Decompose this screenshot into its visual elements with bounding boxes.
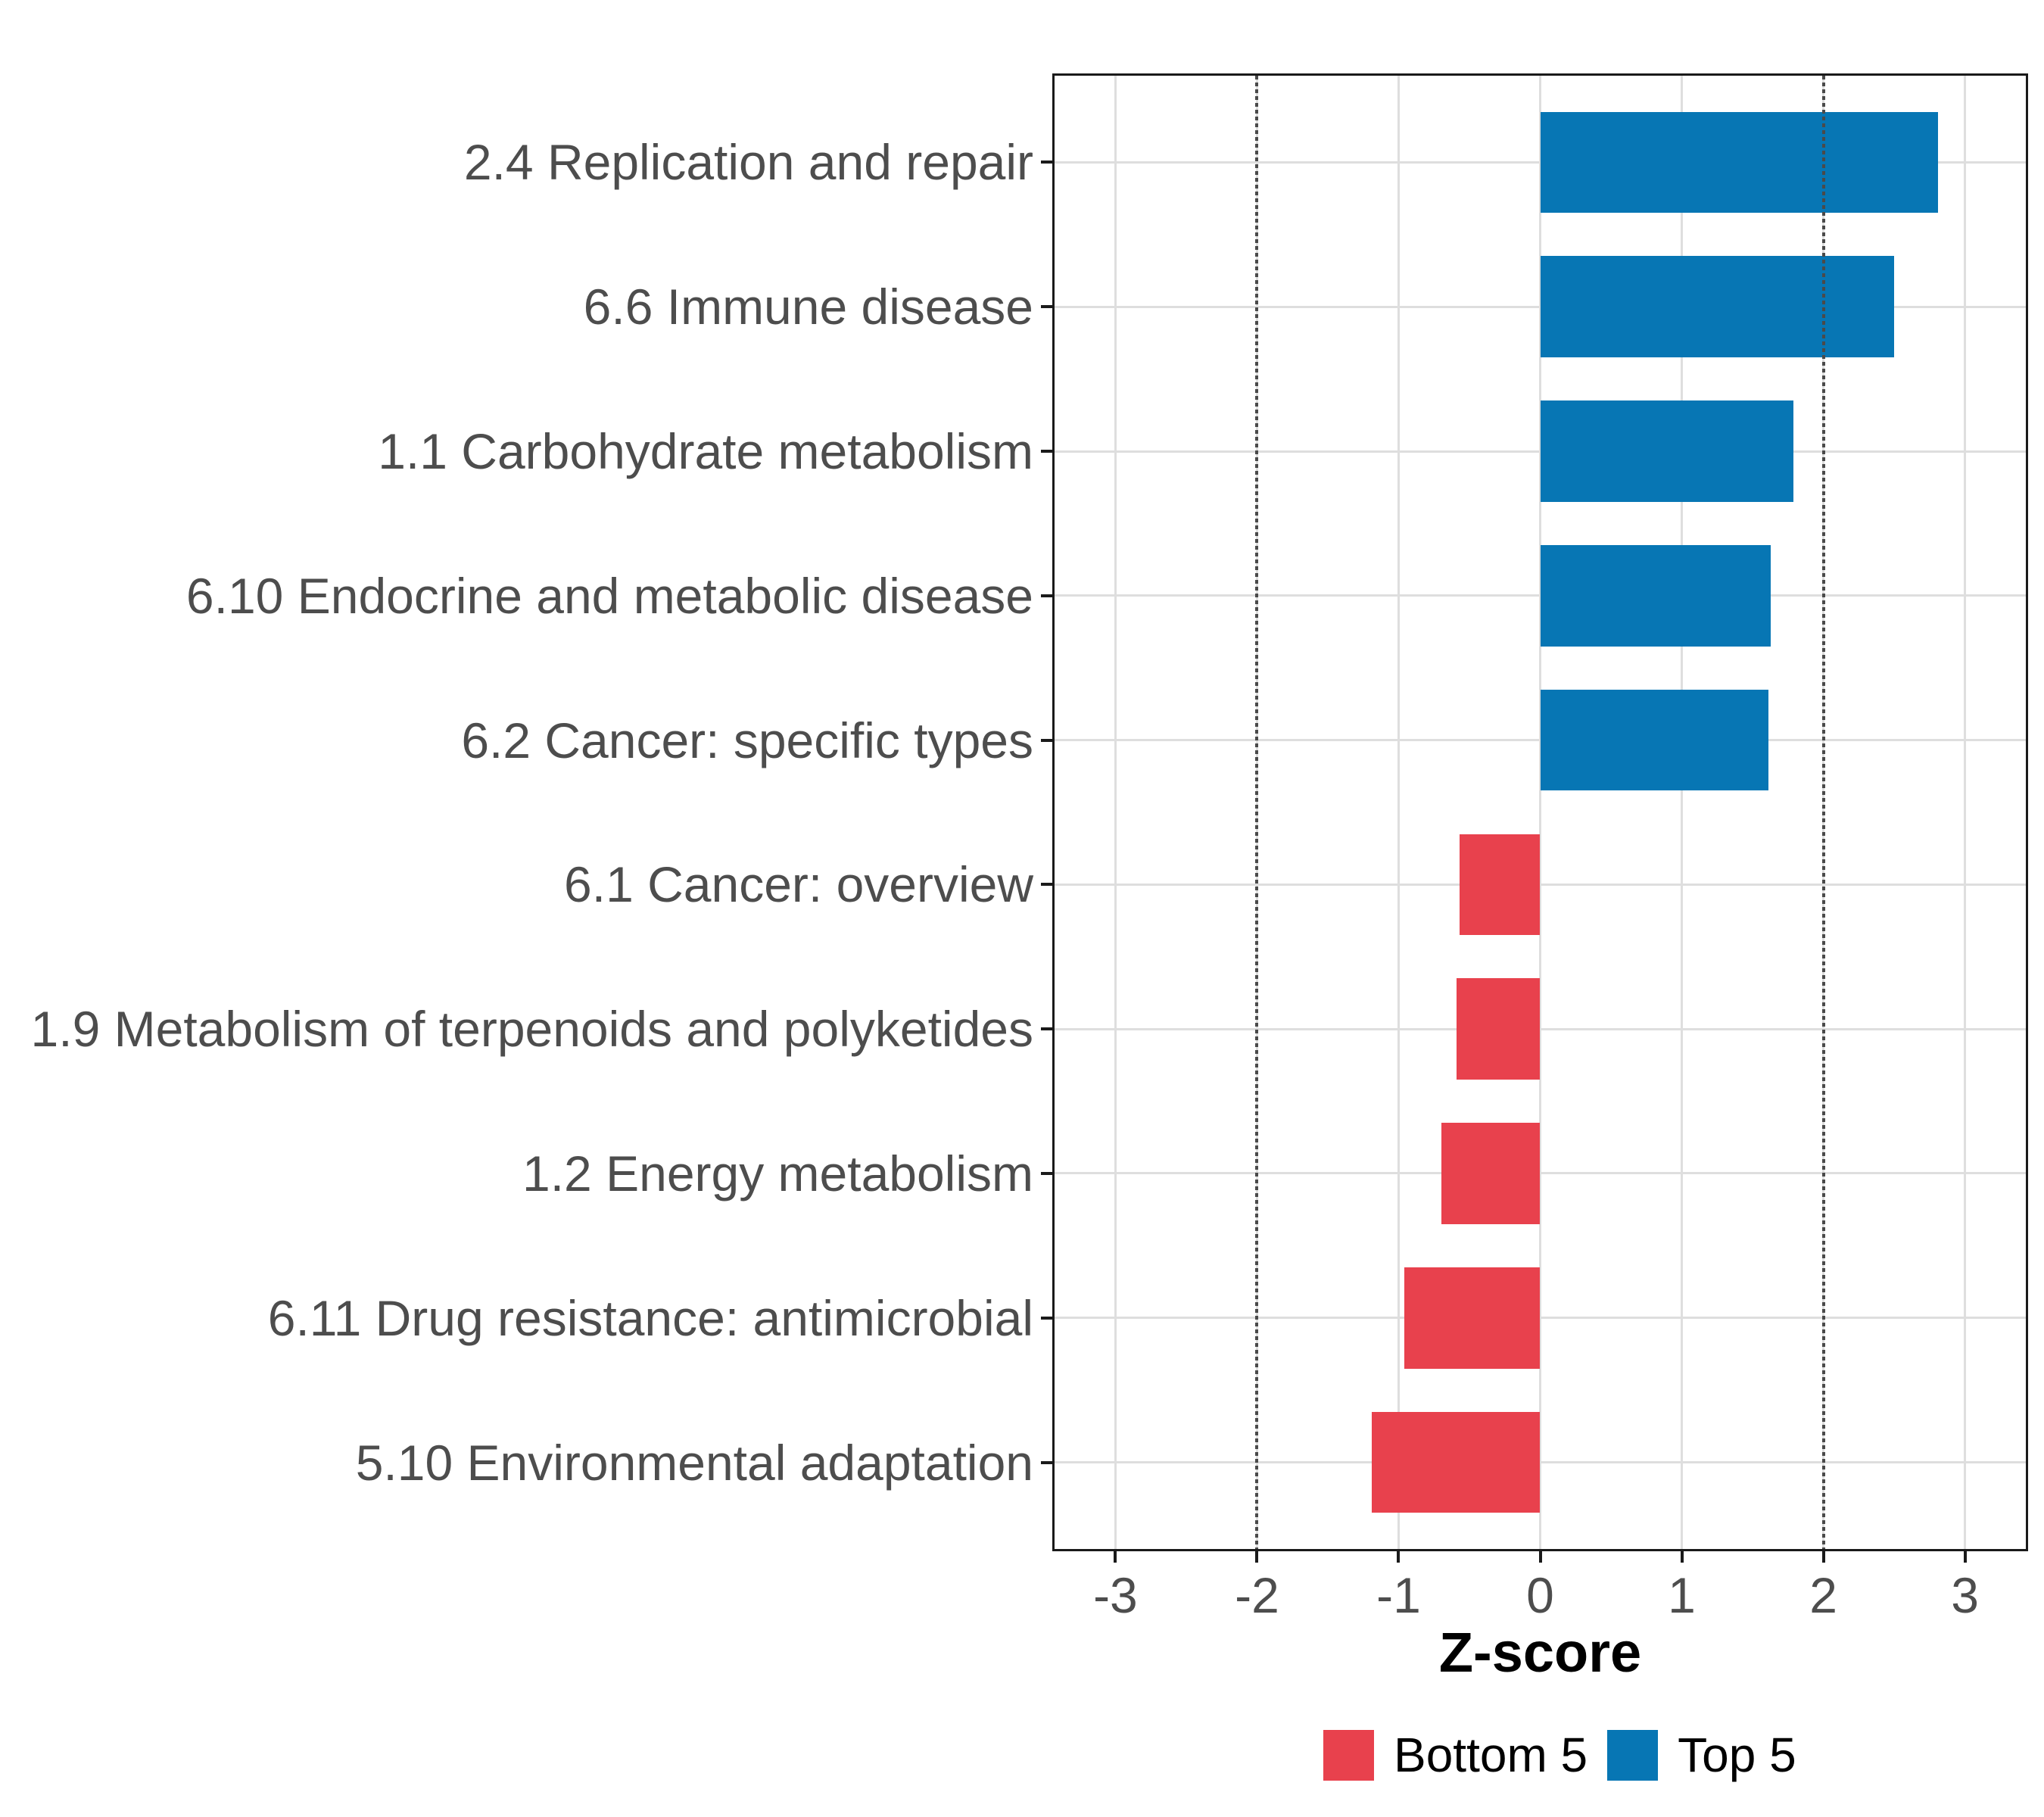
bar — [1457, 978, 1541, 1080]
x-axis-tick — [1963, 1549, 1967, 1563]
category-label: 1.9 Metabolism of terpenoids and polyket… — [30, 1001, 1033, 1058]
bar — [1540, 256, 1895, 358]
x-axis-title: Z-score — [1438, 1621, 1642, 1684]
bar — [1459, 834, 1541, 936]
y-axis-tick — [1041, 738, 1055, 742]
reference-line — [1255, 76, 1259, 1549]
y-axis-tick — [1041, 1460, 1055, 1464]
y-axis-tick — [1041, 305, 1055, 309]
y-axis-tick — [1041, 883, 1055, 887]
category-label: 6.1 Cancer: overview — [564, 856, 1033, 913]
x-axis-tick — [1821, 1549, 1825, 1563]
category-label: 1.2 Energy metabolism — [522, 1145, 1033, 1201]
x-axis-tick — [1538, 1549, 1542, 1563]
category-label: 6.10 Endocrine and metabolic disease — [185, 567, 1033, 624]
x-axis-tick-label: 1 — [1668, 1567, 1696, 1623]
y-axis-tick — [1041, 1027, 1055, 1031]
x-axis-tick-label: -2 — [1235, 1567, 1279, 1623]
y-gridline — [1055, 1461, 2026, 1464]
x-axis-tick-label: 0 — [1526, 1567, 1554, 1623]
bar — [1540, 400, 1794, 502]
legend-swatch-top5 — [1607, 1730, 1659, 1781]
category-label: 6.2 Cancer: specific types — [461, 712, 1033, 768]
y-axis-tick — [1041, 450, 1055, 453]
x-axis-tick-label: 3 — [1951, 1567, 1979, 1623]
x-axis-tick — [1680, 1549, 1684, 1563]
category-label: 5.10 Environmental adaptation — [355, 1434, 1033, 1491]
legend: Bottom 5 Top 5 — [1323, 1730, 1796, 1781]
bar — [1540, 111, 1939, 213]
y-axis-tick — [1041, 594, 1055, 597]
x-axis-tick — [1397, 1549, 1401, 1563]
x-axis-tick — [1255, 1549, 1259, 1563]
x-axis-tick-label: 2 — [1809, 1567, 1837, 1623]
bar — [1371, 1411, 1541, 1513]
bar — [1540, 545, 1771, 647]
y-gridline — [1055, 1027, 2026, 1030]
category-label: 2.4 Replication and repair — [463, 134, 1033, 191]
bar — [1441, 1123, 1541, 1224]
legend-swatch-bottom5 — [1323, 1730, 1374, 1781]
x-gridline — [1964, 76, 1967, 1549]
x-gridline — [1539, 76, 1541, 1549]
legend-label-bottom5: Bottom 5 — [1394, 1728, 1588, 1782]
legend-label-top5: Top 5 — [1678, 1728, 1796, 1782]
x-axis-tick-label: -1 — [1376, 1567, 1421, 1623]
bar — [1540, 689, 1768, 791]
y-gridline — [1055, 1172, 2026, 1175]
y-axis-tick — [1041, 1171, 1055, 1175]
x-gridline — [1681, 76, 1684, 1549]
x-axis-tick-label: -3 — [1093, 1567, 1138, 1623]
bar — [1404, 1267, 1541, 1369]
x-axis-tick — [1114, 1549, 1117, 1563]
y-gridline — [1055, 1317, 2026, 1320]
x-gridline — [1114, 76, 1117, 1549]
reference-line — [1821, 76, 1825, 1549]
y-axis-tick — [1041, 1316, 1055, 1320]
category-label: 6.11 Drug resistance: antimicrobial — [267, 1289, 1033, 1346]
x-gridline — [1397, 76, 1400, 1549]
category-label: 6.6 Immune disease — [583, 279, 1033, 335]
y-gridline — [1055, 883, 2026, 886]
category-label: 1.1 Carbohydrate metabolism — [378, 423, 1033, 480]
y-axis-tick — [1041, 161, 1055, 164]
